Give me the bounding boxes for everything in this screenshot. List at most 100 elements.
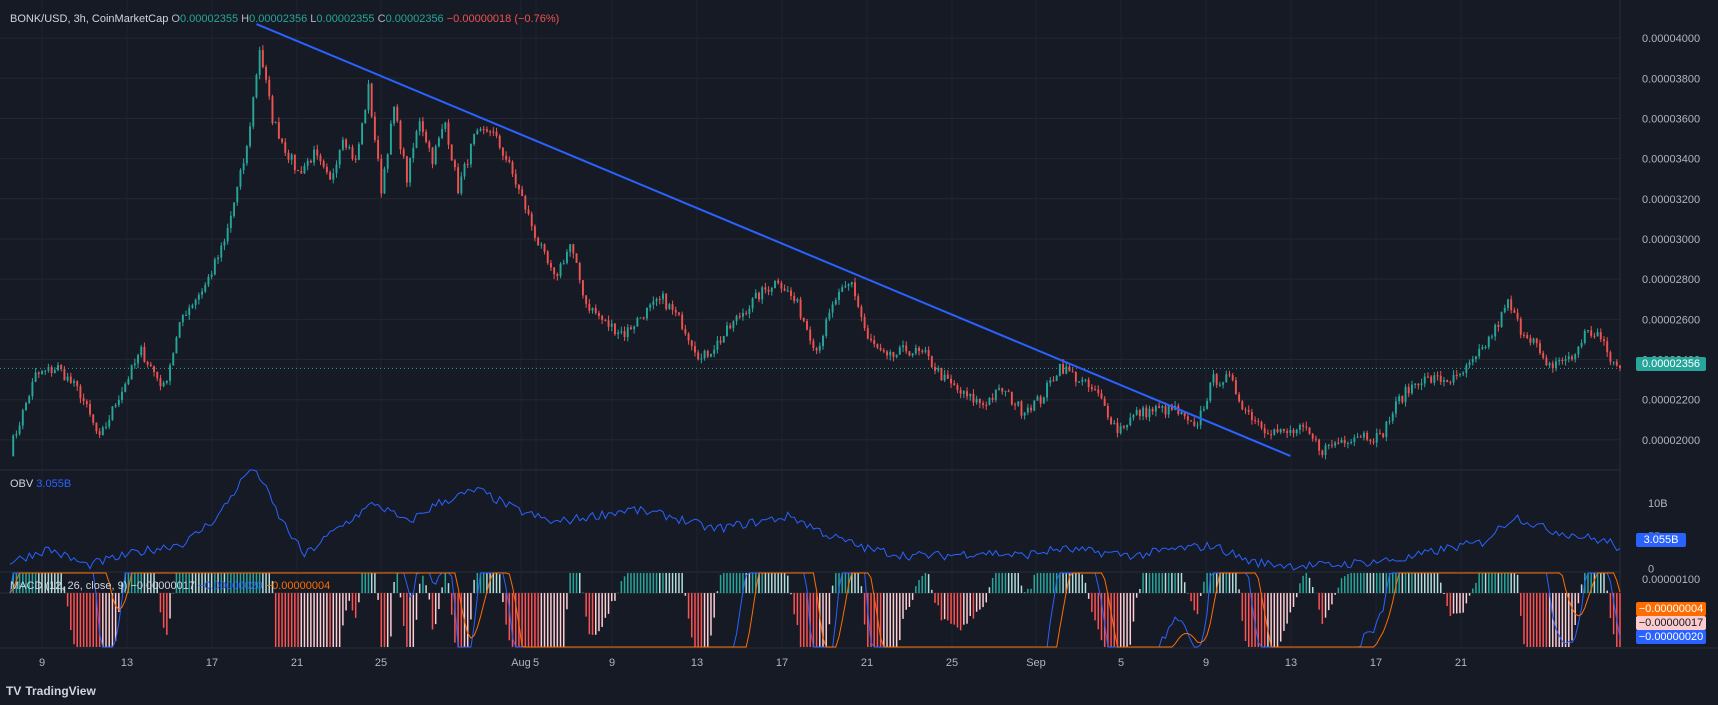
candle-body <box>1260 422 1263 429</box>
obv-value: 3.055B <box>36 478 72 490</box>
candle-body <box>415 131 418 148</box>
candle-body <box>914 347 917 354</box>
candle-body <box>1388 420 1391 422</box>
candle-body <box>261 50 264 68</box>
candle-body <box>149 364 152 367</box>
candle-body <box>754 292 757 299</box>
candle-body <box>1250 412 1253 421</box>
candle-body <box>834 300 837 305</box>
candle-body <box>143 346 146 362</box>
candle-body <box>399 120 402 150</box>
candle-body <box>966 391 968 397</box>
candle-body <box>31 381 34 397</box>
candle-body <box>543 244 546 252</box>
candle-body <box>217 257 220 260</box>
candle-body <box>1564 359 1567 361</box>
candle-body <box>985 404 988 406</box>
candle-body <box>511 161 514 174</box>
candle-body <box>1465 365 1468 373</box>
time-axis-tick: 25 <box>375 657 387 669</box>
candle-body <box>79 386 82 399</box>
candle-body <box>1145 407 1148 418</box>
candle-body <box>1475 356 1477 360</box>
candle-body <box>377 140 380 159</box>
candle-body <box>239 170 242 187</box>
candle-body <box>1020 401 1023 416</box>
candle-body <box>319 155 322 162</box>
candle-body <box>1507 299 1509 308</box>
candle-body <box>1010 391 1013 405</box>
time-axis-tick: 21 <box>291 657 303 669</box>
candle-body <box>332 173 335 180</box>
candle-body <box>1545 357 1548 366</box>
candle-body <box>1308 427 1311 434</box>
candle-body <box>1276 429 1279 433</box>
close-label: C <box>377 13 386 25</box>
candle-body <box>1350 441 1353 444</box>
candle-body <box>1116 422 1119 434</box>
candle-body <box>844 285 847 288</box>
candle-body <box>479 129 482 131</box>
candle-body <box>1311 433 1314 439</box>
candle-body <box>409 157 412 183</box>
candle-body <box>1158 406 1161 408</box>
candle-body <box>713 349 716 354</box>
candle-body <box>943 374 946 381</box>
price-axis-tick: 0.00003600 <box>1642 113 1700 125</box>
candle-body <box>101 427 104 435</box>
candle-body <box>1001 388 1004 392</box>
candle-body <box>1532 338 1535 343</box>
candle-body <box>1510 299 1513 311</box>
candle-body <box>655 298 658 302</box>
candle-body <box>930 356 933 368</box>
candle-body <box>1321 450 1324 456</box>
candle-body <box>982 403 985 405</box>
price-header: BONK/USD, 3h, CoinMarketCap O0.00002355 … <box>10 13 559 25</box>
candle-body <box>722 335 725 343</box>
candle-body <box>50 367 53 373</box>
candle-body <box>325 166 328 173</box>
candle-body <box>684 328 687 334</box>
candle-body <box>873 340 876 345</box>
candle-body <box>12 435 15 456</box>
candle-body <box>498 135 501 148</box>
candle-body <box>533 226 536 238</box>
candle-body <box>710 353 712 357</box>
candle-body <box>719 340 722 343</box>
candle-body <box>229 215 232 228</box>
candle-body <box>1417 383 1420 386</box>
candle-body <box>338 149 341 165</box>
candle-body <box>668 304 671 309</box>
candle-body <box>924 350 927 352</box>
candle-body <box>863 316 866 329</box>
candle-body <box>1478 348 1481 357</box>
candle-body <box>1103 398 1106 406</box>
candle-body <box>1471 359 1474 363</box>
candle-body <box>137 355 139 364</box>
candle-body <box>1023 412 1026 416</box>
candle-body <box>850 282 853 285</box>
candle-body <box>617 332 620 335</box>
price-axis-tick: 0.00003800 <box>1642 73 1700 85</box>
candle-body <box>911 353 914 356</box>
candle-body <box>89 403 91 415</box>
candle-body <box>28 396 31 404</box>
candle-body <box>1619 365 1621 369</box>
candle-body <box>1007 390 1010 392</box>
tradingview-logo[interactable]: TV TradingView <box>6 684 96 698</box>
candle-body <box>774 280 776 289</box>
macd-signal-value: −0.00000004 <box>265 580 331 592</box>
candle-body <box>1058 364 1061 376</box>
candle-body <box>1167 404 1170 415</box>
price-axis-tick: 0.00003400 <box>1642 154 1700 166</box>
candle-body <box>226 227 229 242</box>
candle-body <box>517 184 520 190</box>
candle-body <box>1324 445 1327 456</box>
price-axis-tick: 0.00002000 <box>1642 435 1700 447</box>
candle-body <box>1535 338 1538 344</box>
candle-body <box>1113 422 1116 424</box>
candle-body <box>92 414 95 423</box>
candle-body <box>1318 439 1321 451</box>
candle-body <box>642 317 645 319</box>
